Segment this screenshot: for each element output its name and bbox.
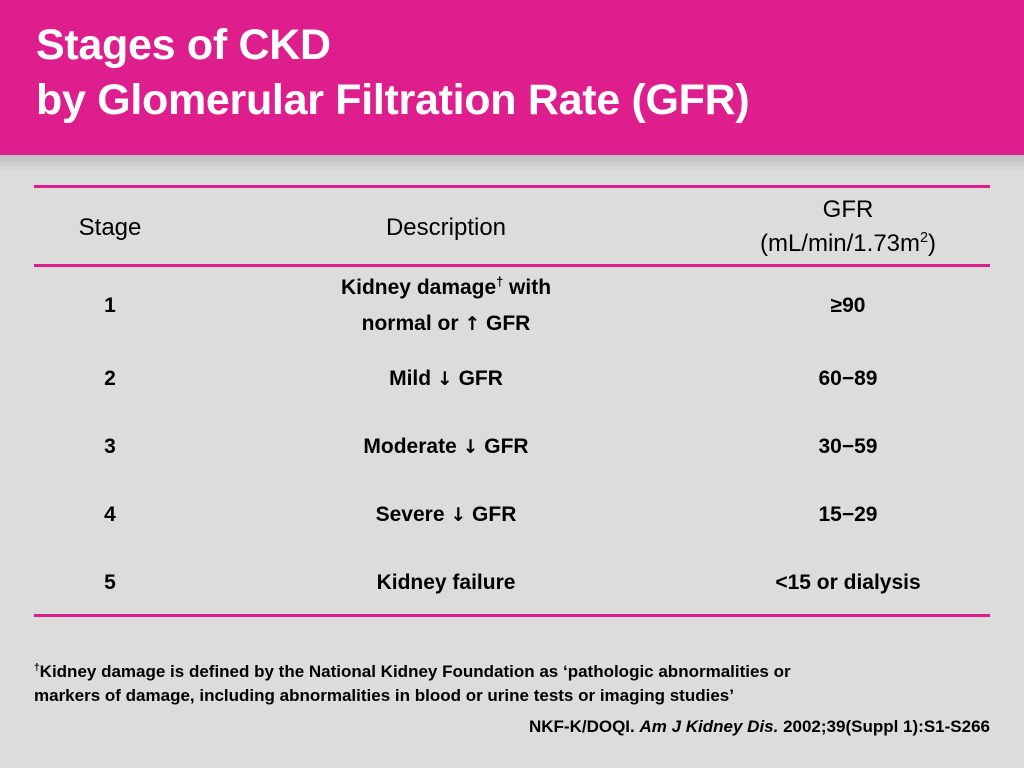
gfr-cell: <15 or dialysis	[775, 571, 921, 594]
arrow-down-icon: ↓	[462, 436, 479, 458]
arrow-down-icon: ↓	[450, 504, 467, 526]
arrow-up-icon: ↑	[464, 313, 481, 335]
description-cell: Severe ↓ GFR	[186, 497, 706, 533]
gfr-cell: 30−59	[818, 435, 878, 458]
footnote: †Kidney damage is defined by the Nationa…	[34, 660, 994, 708]
header-stage: Stage	[78, 214, 142, 241]
header-gfr-line2: (mL/min/1.73m2)	[706, 227, 990, 261]
citation-journal: Am J Kidney Dis.	[639, 717, 779, 736]
description-text: GFR	[478, 435, 529, 458]
citation: NKF-K/DOQI. Am J Kidney Dis. 2002;39(Sup…	[529, 715, 990, 739]
description-text: GFR	[466, 503, 517, 526]
stage-cell: 4	[104, 503, 116, 526]
page-title-line2: by Glomerular Filtration Rate (GFR)	[36, 76, 750, 124]
header-gfr-close: )	[928, 230, 937, 257]
arrow-down-icon: ↓	[436, 368, 453, 390]
stage-cell: 5	[104, 571, 116, 594]
table-top-rule	[34, 185, 990, 188]
description-text: Moderate	[363, 435, 463, 458]
description-cell: Kidney failure	[376, 571, 516, 594]
header-gfr-line1: GFR	[822, 196, 874, 223]
table-bottom-rule	[34, 614, 990, 617]
gfr-cell: 15−29	[818, 503, 878, 526]
description-text: Mild	[389, 367, 437, 390]
header-gfr-superscript: 2	[920, 230, 929, 246]
stage-cell: 1	[104, 294, 116, 317]
footnote-line2: markers of damage, including abnormaliti…	[34, 686, 734, 705]
page-title-line1: Stages of CKD	[36, 21, 331, 69]
description-line1: Kidney damage† with	[186, 270, 706, 306]
description-cell: Moderate ↓ GFR	[186, 429, 706, 465]
stage-cell: 3	[104, 435, 116, 458]
footnote-text: Kidney damage is defined by the National…	[39, 662, 791, 681]
description-text: Kidney damage	[340, 276, 497, 299]
gfr-cell: 60−89	[818, 367, 878, 390]
description-text: GFR	[480, 312, 531, 335]
banner-shadow	[0, 155, 1024, 171]
description-text: Severe	[375, 503, 451, 526]
header-gfr-unit: (mL/min/1.73m	[759, 230, 921, 257]
gfr-cell: ≥90	[830, 294, 866, 317]
title-banner: Stages of CKD by Glomerular Filtration R…	[0, 0, 1024, 155]
description-line2: normal or ↑ GFR	[186, 306, 706, 342]
dagger-marker: †	[34, 662, 40, 674]
header-description: Description	[385, 214, 507, 241]
dagger-marker: †	[496, 275, 504, 289]
description-text: with	[503, 276, 552, 299]
footnote-line1: †Kidney damage is defined by the Nationa…	[34, 660, 994, 684]
page-title: Stages of CKD by Glomerular Filtration R…	[36, 18, 750, 128]
header-gfr: GFR (mL/min/1.73m2)	[706, 193, 990, 261]
citation-details: 2002;39(Suppl 1):S1-S266	[778, 717, 990, 736]
description-text: normal or	[361, 312, 465, 335]
description-text: GFR	[452, 367, 503, 390]
citation-source: NKF-K/DOQI.	[528, 717, 640, 736]
description-cell: Mild ↓ GFR	[186, 361, 706, 397]
header-bottom-rule	[34, 264, 990, 267]
description-cell: Kidney damage† with normal or ↑ GFR	[186, 270, 706, 342]
stage-cell: 2	[104, 367, 116, 390]
